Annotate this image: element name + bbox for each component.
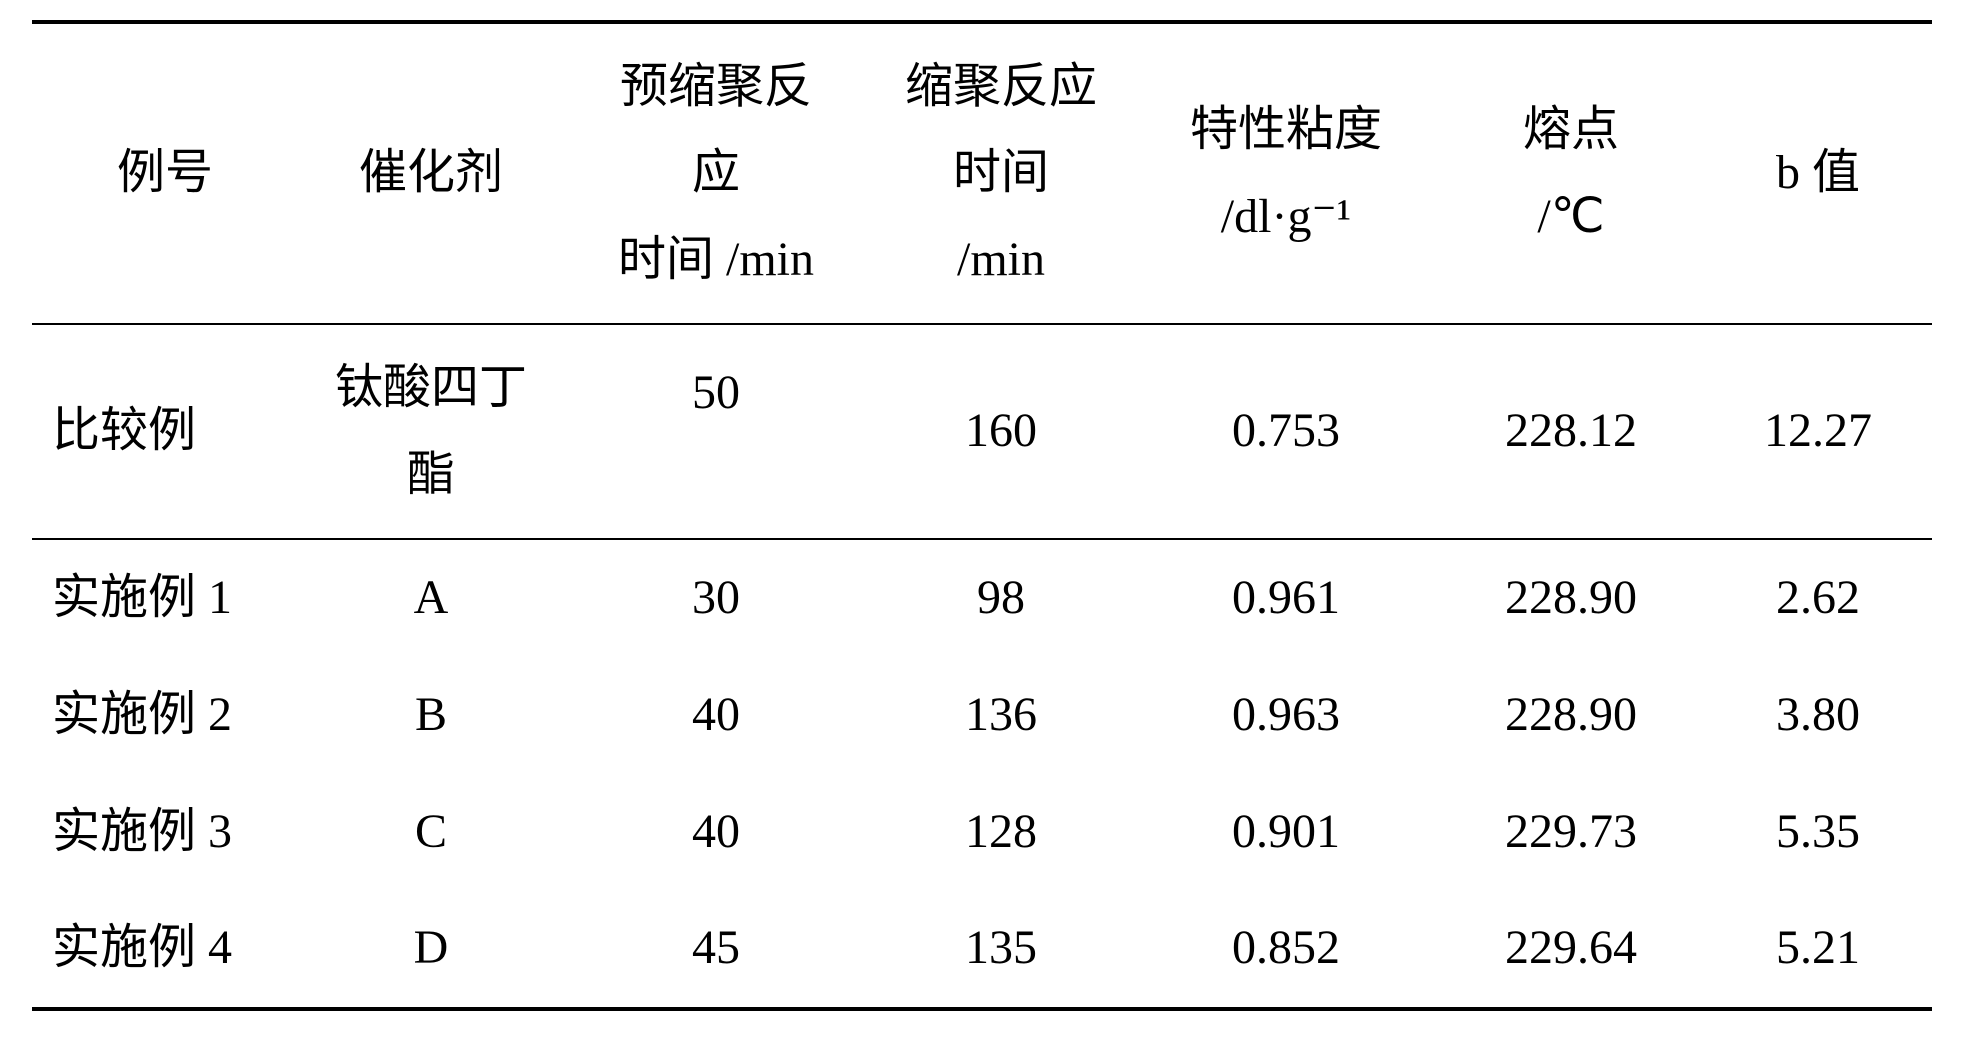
table-row: 实施例 4 D 45 135 0.852 229.64 5.21 <box>32 890 1932 1009</box>
cell-example-no: 实施例 2 <box>32 657 298 774</box>
cell-poly-time: 135 <box>868 890 1134 1009</box>
cell-catalyst: 钛酸四丁 酯 <box>298 324 564 539</box>
table-header-row: 例号 催化剂 预缩聚反 应 时间 /min 缩聚反应 时间 /min 特性粘度 … <box>32 22 1932 324</box>
header-b-value: b 值 <box>1704 22 1932 324</box>
cell-melting-point: 229.73 <box>1438 774 1704 891</box>
cell-poly-time: 98 <box>868 539 1134 657</box>
cell-melting-point: 228.12 <box>1438 324 1704 539</box>
cell-pre-poly-time: 40 <box>564 657 868 774</box>
header-pre-poly-time: 预缩聚反 应 时间 /min <box>564 22 868 324</box>
cell-poly-time: 160 <box>868 324 1134 539</box>
data-table: 例号 催化剂 预缩聚反 应 时间 /min 缩聚反应 时间 /min 特性粘度 … <box>32 20 1932 1011</box>
cell-b-value: 2.62 <box>1704 539 1932 657</box>
header-viscosity: 特性粘度 /dl·g⁻¹ <box>1134 22 1438 324</box>
catalyst-line1: 钛酸四丁 <box>308 345 554 431</box>
header-poly-line2: 时间 <box>878 130 1124 216</box>
cell-viscosity: 0.753 <box>1134 324 1438 539</box>
cell-pre-poly-time: 30 <box>564 539 868 657</box>
cell-pre-poly-time: 45 <box>564 890 868 1009</box>
cell-example-no: 实施例 4 <box>32 890 298 1009</box>
catalyst-line2: 酯 <box>308 432 554 518</box>
header-pre-poly-line2: 应 <box>574 130 858 216</box>
cell-viscosity: 0.901 <box>1134 774 1438 891</box>
header-viscosity-line2: /dl·g⁻¹ <box>1144 174 1428 260</box>
cell-pre-poly-time: 40 <box>564 774 868 891</box>
cell-melting-point: 228.90 <box>1438 657 1704 774</box>
cell-catalyst: C <box>298 774 564 891</box>
cell-melting-point: 229.64 <box>1438 890 1704 1009</box>
header-example-no: 例号 <box>32 22 298 324</box>
table-row: 实施例 3 C 40 128 0.901 229.73 5.35 <box>32 774 1932 891</box>
cell-example-no: 比较例 <box>32 324 298 539</box>
header-pre-poly-line1: 预缩聚反 <box>574 44 858 130</box>
cell-b-value: 5.21 <box>1704 890 1932 1009</box>
cell-b-value: 12.27 <box>1704 324 1932 539</box>
header-poly-line3: /min <box>878 217 1124 303</box>
cell-viscosity: 0.963 <box>1134 657 1438 774</box>
cell-b-value: 3.80 <box>1704 657 1932 774</box>
header-melting-line2: /℃ <box>1448 174 1694 260</box>
header-poly-line1: 缩聚反应 <box>878 44 1124 130</box>
cell-catalyst: B <box>298 657 564 774</box>
header-pre-poly-line3: 时间 /min <box>574 217 858 303</box>
table-container: 例号 催化剂 预缩聚反 应 时间 /min 缩聚反应 时间 /min 特性粘度 … <box>32 20 1932 1011</box>
cell-viscosity: 0.852 <box>1134 890 1438 1009</box>
table-row: 实施例 2 B 40 136 0.963 228.90 3.80 <box>32 657 1932 774</box>
cell-poly-time: 136 <box>868 657 1134 774</box>
header-melting-point: 熔点 /℃ <box>1438 22 1704 324</box>
cell-catalyst: D <box>298 890 564 1009</box>
cell-poly-time: 128 <box>868 774 1134 891</box>
cell-viscosity: 0.961 <box>1134 539 1438 657</box>
cell-b-value: 5.35 <box>1704 774 1932 891</box>
header-catalyst: 催化剂 <box>298 22 564 324</box>
header-melting-line1: 熔点 <box>1448 87 1694 173</box>
table-row: 比较例 钛酸四丁 酯 50 160 0.753 228.12 12.27 <box>32 324 1932 539</box>
cell-example-no: 实施例 3 <box>32 774 298 891</box>
header-viscosity-line1: 特性粘度 <box>1144 87 1428 173</box>
cell-pre-poly-time: 50 <box>564 324 868 539</box>
table-row: 实施例 1 A 30 98 0.961 228.90 2.62 <box>32 539 1932 657</box>
header-poly-time: 缩聚反应 时间 /min <box>868 22 1134 324</box>
cell-melting-point: 228.90 <box>1438 539 1704 657</box>
cell-catalyst: A <box>298 539 564 657</box>
cell-example-no: 实施例 1 <box>32 539 298 657</box>
